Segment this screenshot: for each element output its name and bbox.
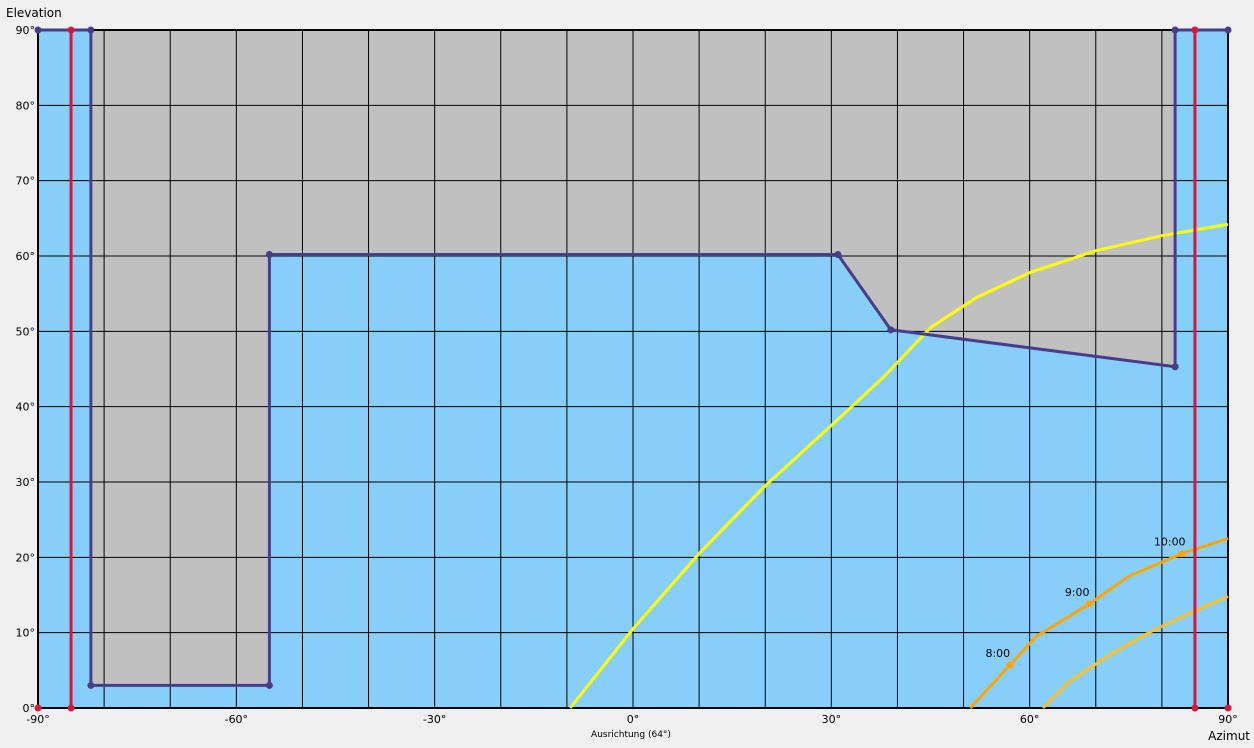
hour-marker-point bbox=[1178, 550, 1186, 558]
hour-marker-label: 8:00 bbox=[985, 647, 1010, 660]
plot-border bbox=[37, 29, 1229, 709]
boundary-handle[interactable] bbox=[1191, 704, 1199, 712]
horizon-vertex[interactable] bbox=[1171, 363, 1179, 371]
corner-point bbox=[34, 704, 42, 712]
y-tick-label: 20° bbox=[16, 551, 36, 564]
horizon-vertex[interactable] bbox=[834, 250, 842, 258]
y-tick-label: 30° bbox=[16, 476, 36, 489]
sun-path-line-1 bbox=[569, 222, 1229, 709]
y-axis-title: Elevation bbox=[6, 6, 62, 20]
x-tick-label: -60° bbox=[225, 713, 248, 726]
x-tick-label: 90° bbox=[1218, 713, 1238, 726]
y-tick-label: 80° bbox=[16, 99, 36, 112]
hour-marker-label: 9:00 bbox=[1065, 586, 1090, 599]
x-tick-label: -90° bbox=[26, 713, 49, 726]
horizon-vertex[interactable] bbox=[265, 681, 273, 689]
y-tick-label: 0° bbox=[23, 702, 36, 715]
x-tick-label: 60° bbox=[1020, 713, 1040, 726]
x-tick-label: 30° bbox=[822, 713, 842, 726]
y-tick-label: 90° bbox=[16, 24, 36, 37]
horizon-vertex[interactable] bbox=[87, 681, 95, 689]
boundary-handle[interactable] bbox=[67, 26, 75, 34]
horizon-vertex[interactable] bbox=[265, 250, 273, 258]
horizon-vertex[interactable] bbox=[87, 26, 95, 34]
horizon-vertex[interactable] bbox=[1224, 26, 1232, 34]
y-tick-label: 40° bbox=[16, 401, 36, 414]
y-tick-label: 70° bbox=[16, 175, 36, 188]
boundary-handle[interactable] bbox=[67, 704, 75, 712]
horizon-vertex[interactable] bbox=[1171, 26, 1179, 34]
y-tick-label: 50° bbox=[16, 325, 36, 338]
horizon-vertex[interactable] bbox=[34, 26, 42, 34]
x-axis-title: Azimut bbox=[1208, 729, 1250, 743]
y-tick-label: 60° bbox=[16, 250, 36, 263]
y-tick-label: 10° bbox=[16, 627, 36, 640]
corner-point bbox=[1224, 704, 1232, 712]
horizon-line bbox=[38, 28, 1228, 687]
x-tick-label: -30° bbox=[423, 713, 446, 726]
hour-marker-point bbox=[1085, 600, 1093, 608]
boundary-handle[interactable] bbox=[1191, 26, 1199, 34]
orientation-label: Ausrichtung (64°) bbox=[591, 730, 671, 740]
horizon-vertex[interactable] bbox=[887, 326, 895, 334]
x-tick-label: 0° bbox=[627, 713, 640, 726]
hour-marker-label: 10:00 bbox=[1154, 536, 1186, 549]
hour-marker-point bbox=[1006, 661, 1014, 669]
